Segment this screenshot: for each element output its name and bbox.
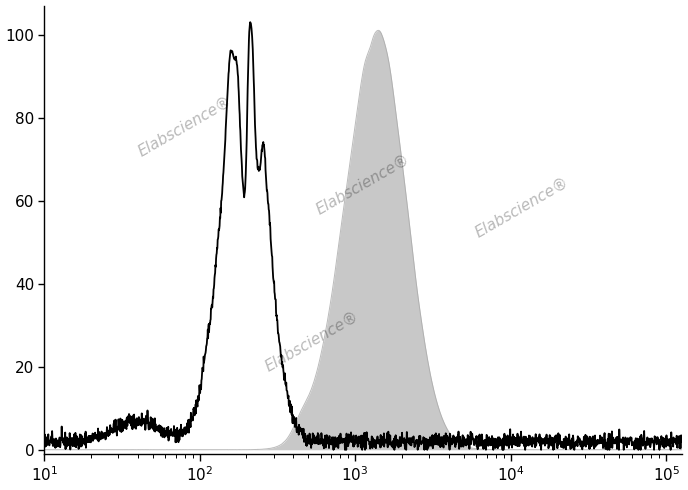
Text: Elabscience®: Elabscience® <box>135 94 234 159</box>
Text: Elabscience®: Elabscience® <box>314 152 412 218</box>
Text: Elabscience®: Elabscience® <box>263 309 361 375</box>
Text: Elabscience®: Elabscience® <box>473 174 572 240</box>
